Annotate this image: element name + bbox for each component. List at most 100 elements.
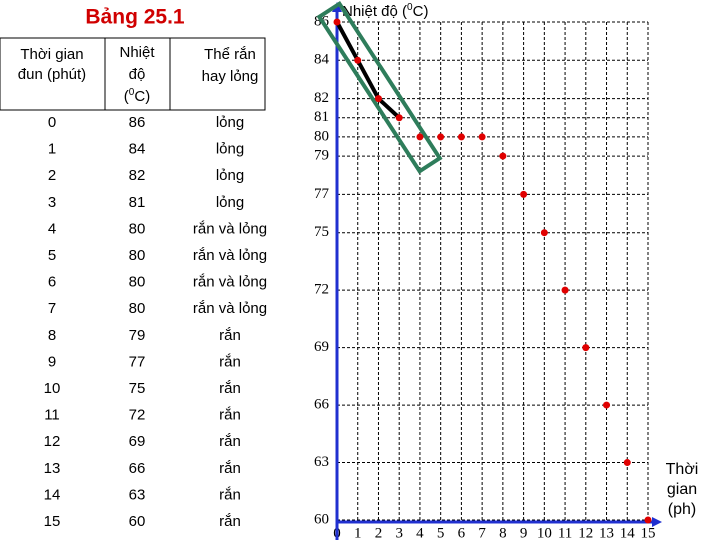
table-cell: 60 [129,513,146,530]
table-cell: 77 [129,353,146,370]
header-text: C) [134,88,150,105]
data-point [395,114,403,122]
data-point [354,56,362,64]
table-cell: 14 [44,486,61,503]
table-cell: 8 [48,327,56,344]
table-cell: 4 [48,220,56,237]
data-point [457,133,465,141]
data-point [623,459,631,467]
x-tick-label: 3 [395,525,403,540]
header-text: hay lỏng [202,68,259,85]
table-cell: 82 [129,167,146,184]
y-axis-label: C) [413,3,429,20]
x-tick-label: 4 [416,525,424,540]
x-axis-label: (ph) [668,501,696,518]
x-tick-label: 14 [620,525,636,540]
y-tick-label: 81 [314,109,329,125]
table-cell: 66 [129,460,146,477]
table-cell: 1 [48,141,56,158]
table-cell: 9 [48,353,56,370]
data-point [437,133,445,141]
table-cell: 80 [129,247,146,264]
y-tick-label: 75 [314,224,329,240]
table-cell: 10 [44,380,61,397]
table-cell: 13 [44,460,61,477]
table-cell: rắn [219,327,241,344]
data-point [499,152,507,160]
x-axis-label: Thời [666,461,699,478]
table-cell: 15 [44,513,61,530]
data-point [540,229,548,237]
y-tick-label: 77 [314,186,330,202]
table-cell: 5 [48,247,56,264]
header-cell [169,37,266,111]
table-cell: 3 [48,194,56,211]
table-cell: lỏng [216,194,244,211]
header-text: Thể rắn [204,46,256,63]
x-axis-arrow [652,517,662,527]
table-cell: 6 [48,274,56,291]
table-cell: rắn và lỏng [193,220,267,237]
table-cell: 0 [48,114,56,131]
table-cell: 81 [129,194,146,211]
header-text: ( [124,88,129,105]
header-sup: 0 [129,87,135,98]
table-cell: 12 [44,433,61,450]
y-axis-label: Nhiệt độ ( [342,3,407,20]
table-cell: 72 [129,407,146,424]
table-cell: rắn [219,407,241,424]
header-text: độ [129,66,146,83]
data-point [333,18,341,26]
table-cell: lỏng [216,167,244,184]
header-text: Thời gian [20,46,83,63]
data-point [520,190,528,198]
table-cell: rắn [219,380,241,397]
chart: 6063666972757779808182848601234567891011… [314,0,662,540]
data-line [335,21,401,120]
x-tick-label: 8 [499,525,507,540]
x-tick-label: 13 [599,525,614,540]
x-tick-label: 10 [537,525,552,540]
y-tick-label: 84 [314,52,330,68]
data-point [644,516,652,524]
x-tick-label: 9 [520,525,528,540]
table-cell: 63 [129,486,146,503]
table-cell: rắn [219,433,241,450]
y-tick-label: 72 [314,282,329,298]
y-tick-label: 80 [314,128,329,144]
table-title: Bảng 25.1 [85,6,185,29]
y-axis-label-sup: 0 [407,2,413,13]
x-tick-label: 15 [641,525,656,540]
data-point [603,401,611,409]
table-cell: rắn [219,353,241,370]
table-cell: rắn [219,513,241,530]
table-cell: 80 [129,300,146,317]
highlight-box [316,0,443,175]
header-text: đun (phút) [18,66,86,83]
table-cell: 69 [129,433,146,450]
y-tick-label: 60 [314,511,329,527]
table-cell: rắn và lỏng [193,274,267,291]
data-point [561,286,569,294]
data-point [374,95,382,103]
y-tick-label: 66 [314,397,330,413]
table-cell: 11 [44,407,60,424]
table-cell: 2 [48,167,56,184]
x-tick-label: 12 [578,525,593,540]
x-tick-label: 1 [354,525,362,540]
table-cell: 86 [129,114,146,131]
table-cell: 7 [48,300,56,317]
table-cell: lỏng [216,114,244,131]
table-cell: 80 [129,274,146,291]
table-cell: rắn [219,460,241,477]
x-axis-label: gian [667,481,697,498]
table-cell: rắn và lỏng [193,300,267,317]
x-tick-label: 6 [458,525,466,540]
table-cell: 75 [129,380,146,397]
table-cell: rắn [219,486,241,503]
table-cell: 79 [129,327,146,344]
table-cell: rắn và lỏng [193,247,267,264]
